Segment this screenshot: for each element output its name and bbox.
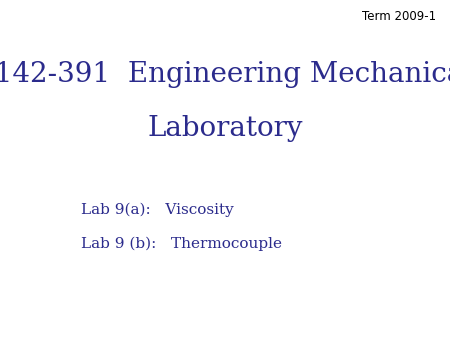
Text: Lab 9(a):   Viscosity: Lab 9(a): Viscosity [81,203,234,217]
Text: Lab 9 (b):   Thermocouple: Lab 9 (b): Thermocouple [81,237,282,251]
Text: 2142-391  Engineering Mechanical: 2142-391 Engineering Mechanical [0,61,450,88]
Text: Laboratory: Laboratory [147,115,303,142]
Text: Term 2009-1: Term 2009-1 [362,10,436,23]
